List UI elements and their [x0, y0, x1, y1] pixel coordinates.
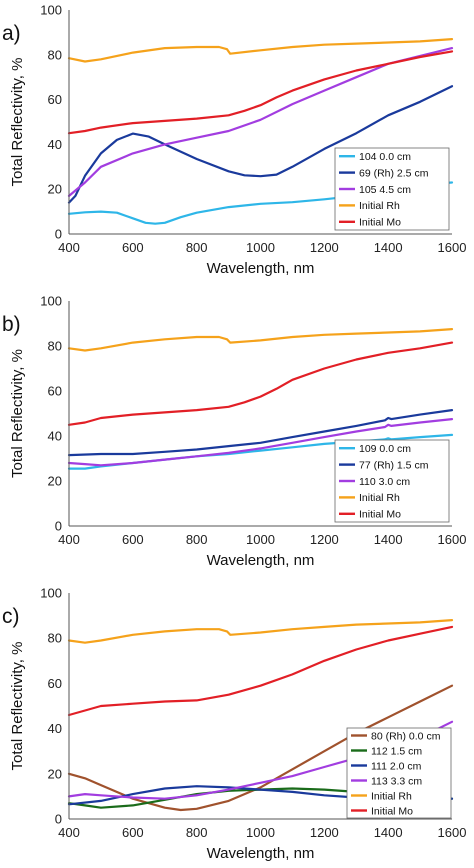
legend-entry: Initial Rh: [371, 790, 412, 802]
x-tick-label: 1000: [246, 825, 275, 840]
y-tick-label: 60: [48, 384, 62, 399]
y-tick-label: 40: [48, 721, 62, 736]
y-tick-label: 80: [48, 339, 62, 354]
series-line: [67, 625, 454, 717]
legend-entry: Initial Mo: [359, 217, 401, 229]
y-tick-label: 100: [40, 586, 62, 601]
x-tick-label: 400: [58, 825, 80, 840]
x-tick-label: 800: [186, 825, 208, 840]
y-tick-label: 20: [48, 766, 62, 781]
legend-entry: 104 0.0 cm: [359, 151, 411, 163]
legend-entry: 112 1.5 cm: [371, 745, 422, 757]
x-tick-label: 600: [122, 825, 144, 840]
y-axis-label: Total Reflectivity, %: [9, 58, 26, 187]
x-tick-label: 400: [58, 532, 80, 547]
y-tick-label: 60: [48, 676, 62, 691]
x-tick-label: 600: [122, 532, 144, 547]
y-tick-label: 80: [48, 631, 62, 646]
legend-entry: 113 3.3 cm: [371, 775, 422, 787]
series-line: [67, 85, 454, 204]
y-axis-label: Total Reflectivity, %: [9, 349, 26, 478]
legend-entry: 77 (Rh) 1.5 cm: [359, 459, 429, 471]
chart-panel-3: c) 0 20 40 60 80 100 400 600 800 1000 1200 1400 1600 W…: [2, 586, 466, 863]
legend-entry: Initial Mo: [371, 805, 413, 817]
legend-box: [346, 727, 452, 819]
y-tick-label: 0: [55, 227, 62, 242]
legend-entry: 105 4.5 cm: [359, 184, 411, 196]
x-tick-label: 1000: [246, 240, 275, 255]
legend: 109 0.0 cm 77 (Rh) 1.5 cm 110 3.0 cm Initia…: [334, 439, 450, 523]
chart-panel-2: b) 0 20 40 60 80 100 400 600 800 1000 1200 1400 1600 W…: [2, 294, 466, 570]
y-tick-label: 0: [55, 519, 62, 534]
legend-entry: 110 3.0 cm: [359, 476, 410, 488]
x-tick-label: 1200: [310, 532, 339, 547]
legend-entry: Initial Rh: [359, 200, 400, 212]
y-tick-label: 60: [48, 92, 62, 107]
x-axis-label: Wavelength, nm: [207, 845, 315, 862]
chart-panel-1: a) 0 20 40 60 80 100 400 600 800 1000 1200 1400 1600 W…: [2, 3, 466, 278]
series-line: [67, 418, 454, 467]
series-line: [67, 50, 454, 135]
series-line: [67, 38, 454, 63]
legend: 80 (Rh) 0.0 cm 112 1.5 cm 111 2.0 cm 113 3.…: [346, 727, 452, 819]
x-tick-label: 1400: [374, 532, 403, 547]
legend-entry: 69 (Rh) 2.5 cm: [359, 167, 429, 179]
x-tick-label: 1200: [310, 240, 339, 255]
x-tick-label: 1600: [438, 240, 467, 255]
x-axis-label: Wavelength, nm: [207, 260, 315, 277]
legend-entry: 111 2.0 cm: [371, 760, 422, 772]
y-tick-label: 40: [48, 137, 62, 152]
legend-entry: Initial Mo: [359, 509, 401, 521]
series-line: [67, 684, 454, 812]
y-tick-label: 20: [48, 182, 62, 197]
series-line: [67, 619, 454, 644]
x-tick-label: 600: [122, 240, 144, 255]
y-tick-label: 40: [48, 429, 62, 444]
y-tick-label: 80: [48, 47, 62, 62]
x-tick-label: 400: [58, 240, 80, 255]
y-tick-label: 100: [40, 3, 62, 18]
panel-label: b): [2, 313, 21, 336]
x-tick-label: 800: [186, 240, 208, 255]
x-tick-label: 800: [186, 532, 208, 547]
x-tick-label: 1000: [246, 532, 275, 547]
legend-entry: 109 0.0 cm: [359, 443, 411, 455]
series-group: [67, 328, 454, 470]
panel-label: a): [2, 22, 21, 45]
x-tick-label: 1600: [438, 825, 467, 840]
x-axis-label: Wavelength, nm: [207, 552, 315, 569]
y-tick-label: 0: [55, 812, 62, 827]
series-line: [67, 409, 454, 457]
series-line: [67, 341, 454, 426]
y-tick-label: 100: [40, 294, 62, 309]
y-axis-label: Total Reflectivity, %: [9, 642, 26, 771]
x-tick-label: 1400: [374, 825, 403, 840]
legend: 104 0.0 cm 69 (Rh) 2.5 cm 105 4.5 cm Initia…: [334, 147, 450, 231]
legend-entry: 80 (Rh) 0.0 cm: [371, 730, 441, 742]
series-line: [67, 328, 454, 352]
legend-entry: Initial Rh: [359, 492, 400, 504]
y-tick-label: 20: [48, 474, 62, 489]
x-tick-label: 1400: [374, 240, 403, 255]
x-tick-label: 1200: [310, 825, 339, 840]
panel-label: c): [2, 605, 20, 628]
x-tick-label: 1600: [438, 532, 467, 547]
